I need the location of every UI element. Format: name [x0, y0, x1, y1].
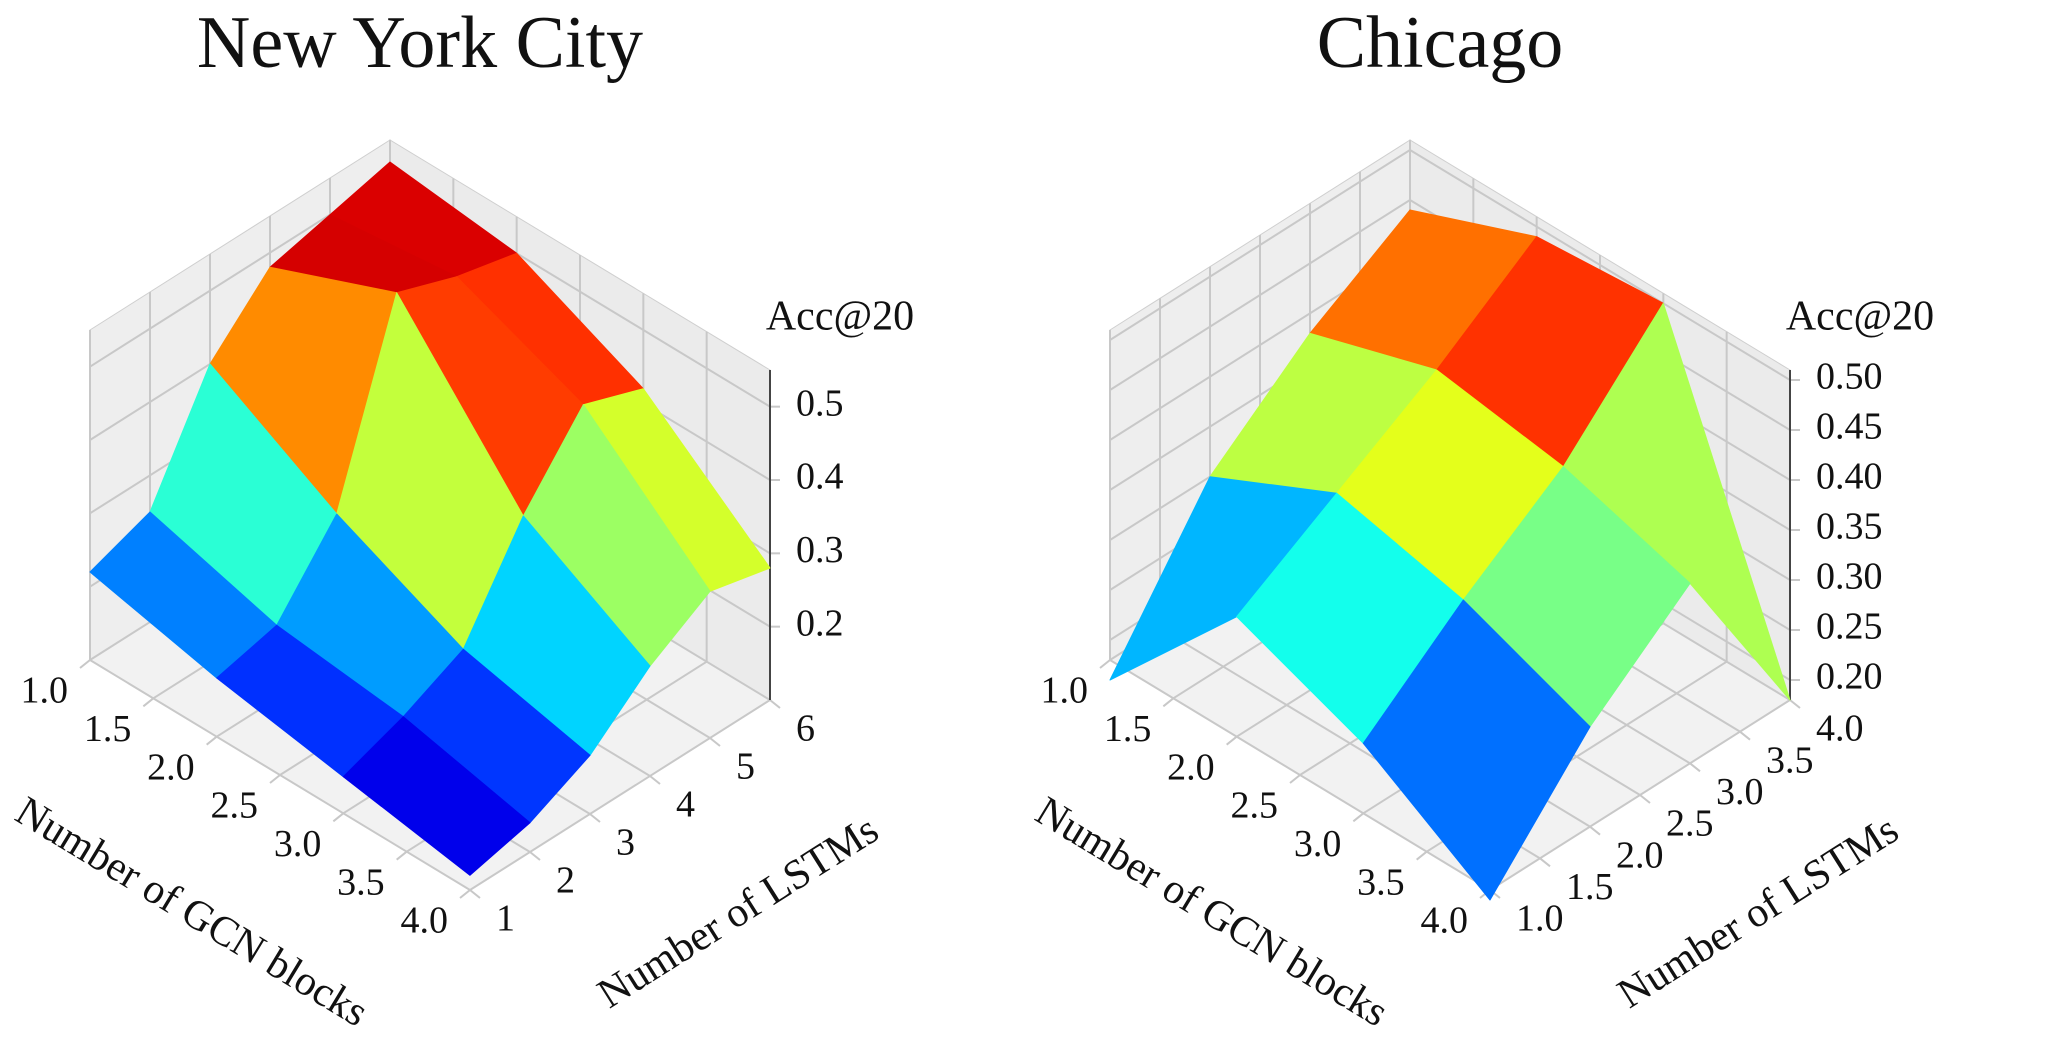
x-tick-label: 2.0: [1167, 746, 1215, 788]
tick-mark: [1789, 699, 1801, 709]
tick-mark: [1689, 762, 1701, 773]
x-tick-label: 1.0: [21, 670, 69, 712]
chart-title: Chicago: [1317, 2, 1564, 84]
tick-mark: [769, 699, 781, 709]
z-tick-label: 0.35: [1816, 506, 1883, 548]
y-tick-label: 4.0: [1816, 708, 1864, 750]
tick-mark: [1739, 730, 1751, 741]
x-tick-label: 1.5: [84, 708, 132, 750]
z-tick-label: 0.4: [796, 456, 844, 498]
y-tick-label: 4: [676, 784, 695, 826]
grid-line: [469, 699, 771, 891]
y-tick-label: 1: [496, 898, 515, 940]
tick-mark: [649, 775, 661, 785]
x-tick-label: 1.0: [1041, 670, 1089, 712]
y-tick-label: 3.0: [1716, 771, 1764, 813]
grid-line: [89, 659, 471, 891]
tick-mark: [1639, 794, 1651, 804]
y-tick-label: 1.0: [1516, 898, 1564, 940]
tick-mark: [1289, 774, 1301, 784]
tick-mark: [529, 851, 541, 861]
tick-mark: [709, 737, 721, 747]
x-tick-label: 2.0: [147, 746, 195, 788]
x-tick-label: 1.5: [1104, 708, 1152, 750]
x-tick-label: 3.0: [274, 823, 322, 865]
tick-mark: [1589, 825, 1601, 836]
tick-mark: [1162, 697, 1174, 708]
tick-mark: [1099, 659, 1111, 669]
z-tick-label: 0.2: [796, 602, 844, 644]
tick-mark: [206, 735, 218, 746]
z-tick-label: 0.20: [1816, 656, 1883, 698]
surface-face: [1362, 599, 1591, 901]
tick-mark: [1416, 850, 1428, 861]
x-tick-label: 3.5: [1357, 861, 1405, 903]
y-tick-label: 3: [616, 822, 635, 864]
tick-mark: [269, 774, 281, 784]
tick-mark: [1226, 735, 1238, 746]
tick-mark: [396, 850, 408, 861]
y-tick-label: 2.0: [1616, 834, 1664, 876]
tick-mark: [1539, 857, 1551, 868]
tick-mark: [1352, 812, 1364, 823]
y-tick-label: 5: [736, 746, 755, 788]
tick-mark: [79, 659, 91, 669]
x-tick-label: 4.0: [401, 900, 449, 942]
z-tick-label: 0.5: [796, 382, 844, 424]
grid-line: [1109, 659, 1491, 891]
tick-mark: [332, 812, 344, 823]
tick-mark: [142, 697, 154, 708]
tick-mark: [469, 889, 481, 899]
x-tick-label: 4.0: [1421, 900, 1469, 942]
y-tick-label: 2: [556, 860, 575, 902]
y-tick-label: 6: [796, 708, 815, 750]
z-axis-label: Acc@20: [766, 294, 914, 340]
x-tick-label: 2.5: [211, 785, 259, 827]
x-tick-label: 3.5: [337, 861, 385, 903]
z-tick-label: 0.40: [1816, 456, 1883, 498]
y-tick-label: 1.5: [1566, 866, 1614, 908]
surface-face: [342, 716, 531, 876]
y-tick-label: 2.5: [1666, 803, 1714, 845]
grid-line: [1109, 149, 1411, 341]
z-tick-label: 0.3: [796, 529, 844, 571]
z-tick-label: 0.30: [1816, 556, 1883, 598]
tick-mark: [589, 813, 601, 823]
grid-line: [1109, 199, 1411, 391]
z-tick-label: 0.25: [1816, 606, 1883, 648]
z-axis-label: Acc@20: [1786, 294, 1934, 340]
y-tick-label: 3.5: [1766, 739, 1814, 781]
chart-title: New York City: [197, 2, 643, 84]
z-tick-label: 0.45: [1816, 406, 1883, 448]
grid-line: [1409, 149, 1791, 381]
x-tick-label: 2.5: [1231, 785, 1279, 827]
tick-mark: [459, 889, 471, 899]
z-tick-label: 0.50: [1816, 356, 1883, 398]
x-tick-label: 3.0: [1294, 823, 1342, 865]
